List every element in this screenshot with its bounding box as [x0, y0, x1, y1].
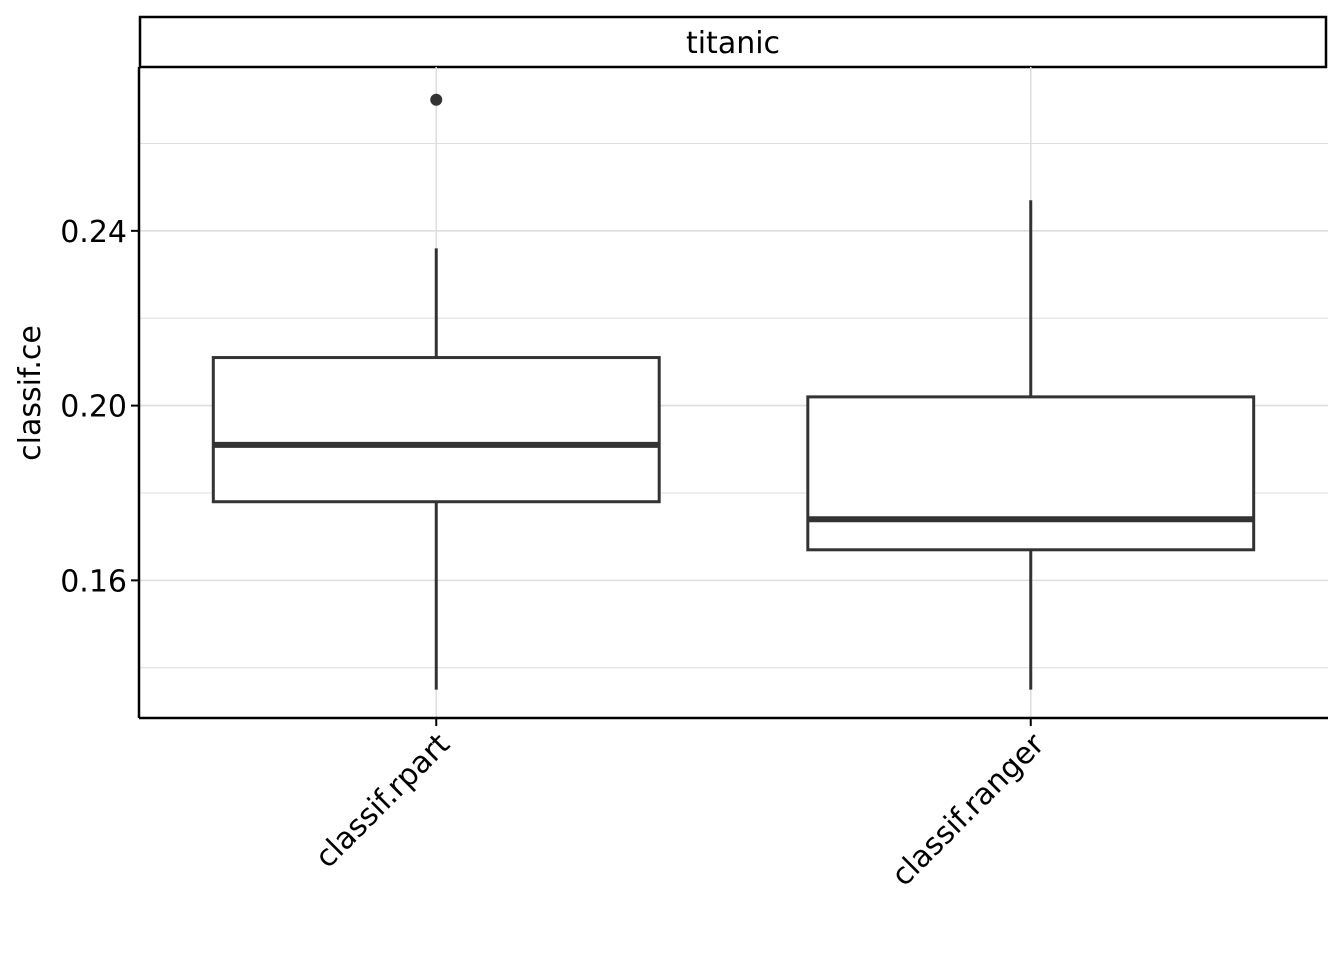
y-tick-label: 0.20	[60, 390, 127, 425]
box-body	[806, 395, 1256, 552]
outlier-point	[430, 93, 443, 106]
x-tick-label: classif.rpart	[309, 727, 457, 875]
y-axis-title: classif.ce	[13, 325, 48, 461]
x-axis-ticks: classif.rpart classif.ranger	[309, 718, 1052, 893]
box-classif.rpart	[211, 93, 661, 690]
y-tick-label: 0.16	[60, 564, 127, 599]
facet-strip	[138, 15, 1328, 69]
facet-label: titanic	[686, 26, 780, 61]
box-body	[211, 356, 661, 504]
y-axis-ticks: 0.16 0.20 0.24	[60, 215, 139, 599]
box-layer	[211, 93, 1256, 690]
x-tick-label: classif.ranger	[885, 726, 1052, 893]
box-classif.ranger	[806, 200, 1256, 690]
y-tick-label: 0.24	[60, 215, 127, 250]
